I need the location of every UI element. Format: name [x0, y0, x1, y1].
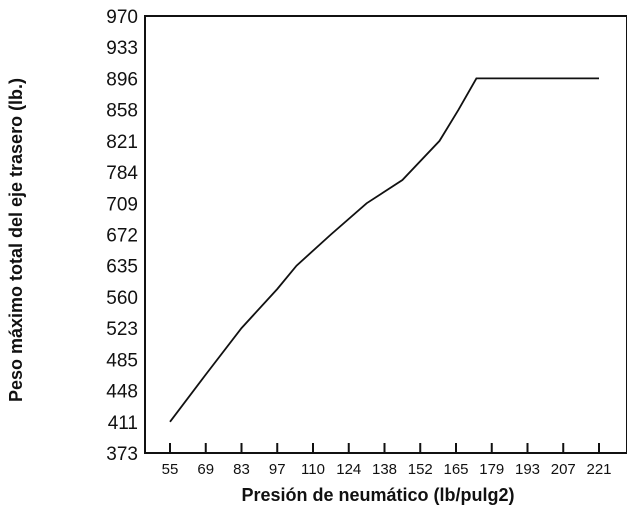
y-tick-label: 373	[106, 444, 138, 465]
x-tick-label: 55	[162, 461, 179, 478]
x-tick-label: 97	[269, 461, 286, 478]
x-tick-label: 179	[479, 461, 504, 478]
x-tick-label: 83	[233, 461, 250, 478]
y-tick-label: 523	[106, 319, 138, 340]
x-tick-label: 152	[408, 461, 433, 478]
y-tick-label: 411	[108, 413, 138, 434]
plot-frame	[144, 15, 627, 454]
y-tick-label: 821	[106, 132, 138, 153]
y-tick-label: 485	[106, 350, 138, 371]
x-tick-label: 165	[443, 461, 468, 478]
x-tick-label: 138	[372, 461, 397, 478]
x-axis-ticks: 55 69 83 97 110 124 138 152 165 179 193 207 221	[162, 443, 612, 478]
y-axis-ticks: 373 411 448 485 523 560 635 672 709 784 821 858 896 9…	[106, 7, 138, 465]
y-tick-label: 672	[106, 226, 138, 247]
y-tick-label: 970	[106, 7, 138, 28]
x-tick-label: 207	[551, 461, 576, 478]
y-tick-label: 560	[106, 288, 138, 309]
x-tick-label: 110	[301, 461, 325, 478]
x-tick-label: 221	[586, 461, 611, 478]
y-tick-label: 635	[106, 257, 138, 278]
y-axis-title: Peso máximo total del eje trasero (lb.)	[6, 78, 26, 402]
y-tick-label: 858	[106, 101, 138, 122]
y-tick-label: 896	[106, 69, 138, 90]
x-tick-label: 124	[336, 461, 361, 478]
x-tick-label: 69	[197, 461, 214, 478]
y-tick-label: 933	[106, 38, 138, 59]
y-tick-label: 448	[106, 382, 138, 403]
series-line	[169, 77, 599, 423]
x-axis-title: Presión de neumático (lb/pulg2)	[241, 485, 514, 505]
y-tick-label: 784	[106, 163, 138, 184]
x-tick-label: 193	[515, 461, 540, 478]
y-tick-label: 709	[106, 194, 138, 215]
